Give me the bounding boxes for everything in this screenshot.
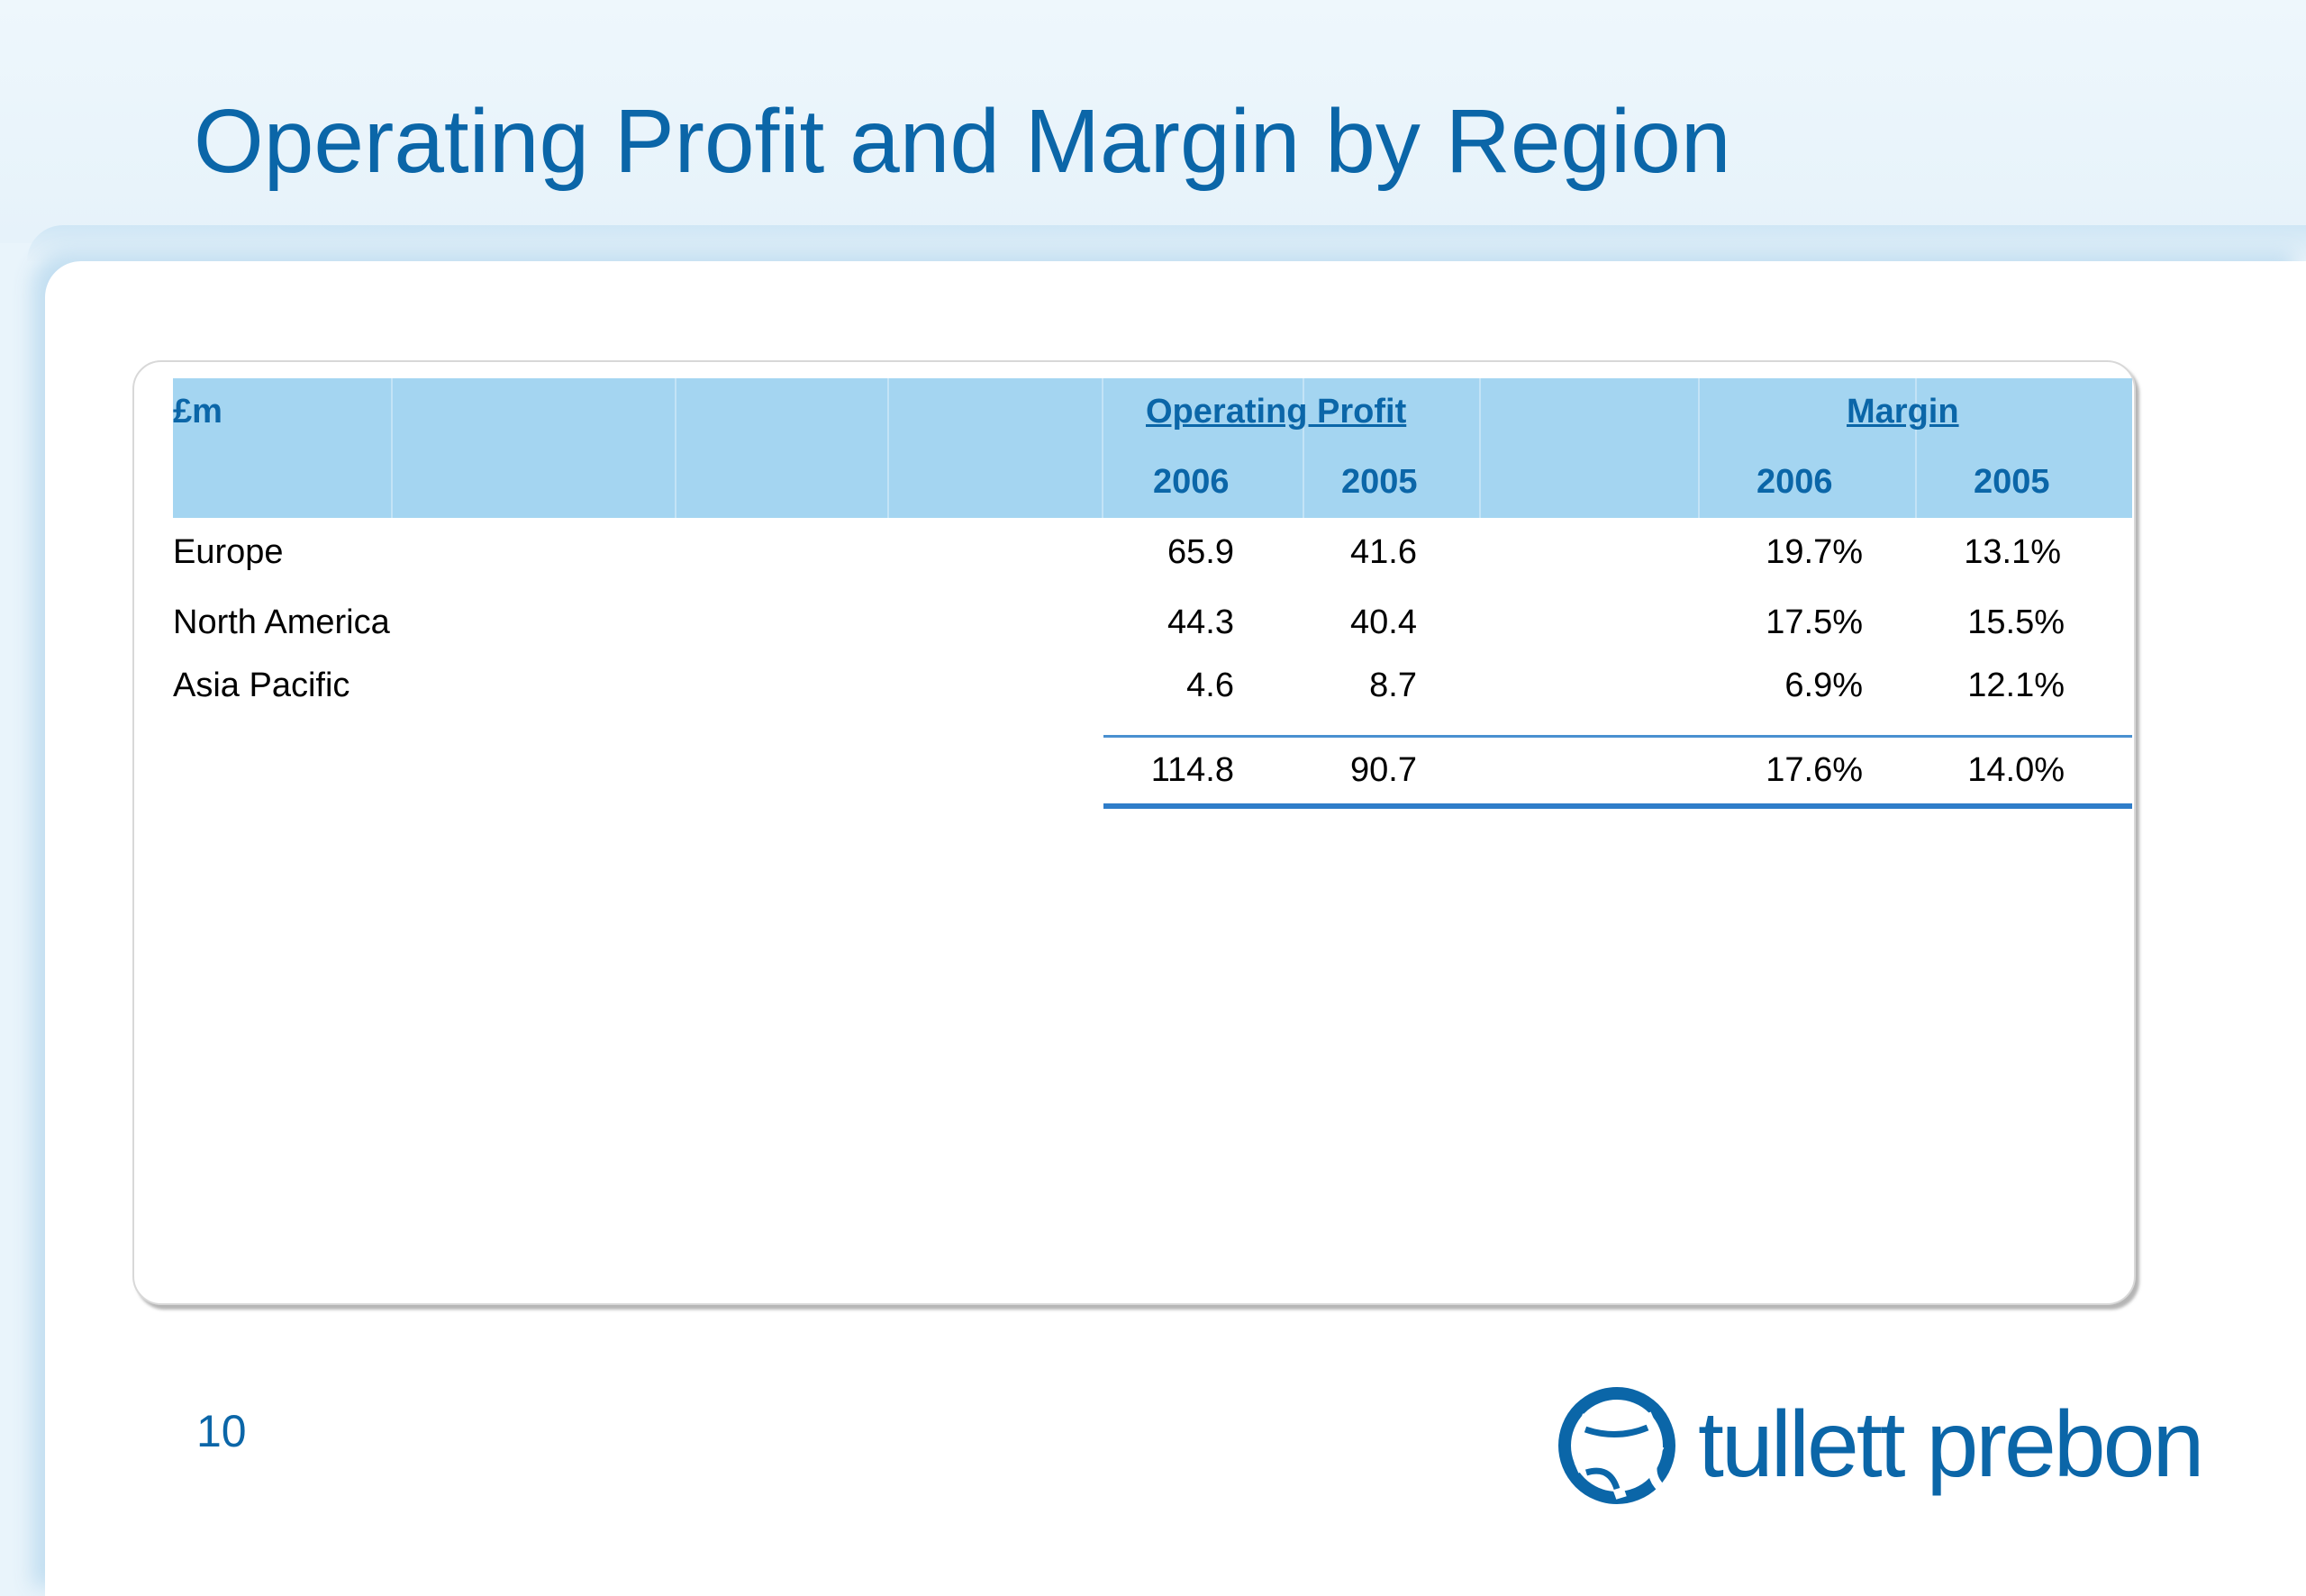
column-divider xyxy=(1915,378,1917,518)
margin-2005-cell: 15.5% xyxy=(1967,603,2065,641)
op-2005-cell: 41.6 xyxy=(1350,533,1417,571)
op-2005-cell: 40.4 xyxy=(1350,603,1417,641)
slide-header-edge xyxy=(27,225,2306,261)
group-header-margin: Margin xyxy=(1847,393,1959,431)
margin-2005-cell: 12.1% xyxy=(1967,667,2065,704)
column-divider xyxy=(1102,378,1103,518)
unit-label: £m xyxy=(173,393,222,431)
year-header-op-2006: 2006 xyxy=(1153,463,1230,501)
page-number: 10 xyxy=(196,1406,247,1456)
swirl-logo-icon xyxy=(1558,1387,1675,1504)
column-divider xyxy=(1698,378,1700,518)
logo-wordmark: tullett prebon xyxy=(1698,1392,2204,1497)
slide-title: Operating Profit and Margin by Region xyxy=(194,91,1731,192)
op-2006-cell: 65.9 xyxy=(1167,533,1234,571)
margin-2006-cell: 17.5% xyxy=(1766,603,1863,641)
column-divider xyxy=(675,378,676,518)
table-header-band xyxy=(173,378,2132,518)
margin-2006-cell: 6.9% xyxy=(1784,667,1863,704)
company-logo: tullett prebon xyxy=(1554,1383,2204,1509)
column-divider xyxy=(1479,378,1481,518)
margin-2005-total: 14.0% xyxy=(1967,751,2065,789)
slide-header-band xyxy=(0,0,2306,243)
column-divider xyxy=(391,378,393,518)
op-2006-cell: 4.6 xyxy=(1186,667,1234,704)
op-2006-total: 114.8 xyxy=(1150,751,1234,789)
margin-2005-cell: 13.1% xyxy=(1964,533,2061,571)
margin-2006-cell: 19.7% xyxy=(1766,533,1863,571)
total-rule-bottom xyxy=(1103,803,2132,809)
op-2005-cell: 8.7 xyxy=(1369,667,1417,704)
column-divider xyxy=(887,378,889,518)
year-header-margin-2005: 2005 xyxy=(1974,463,2050,501)
group-header-operating-profit: Operating Profit xyxy=(1146,393,1407,431)
op-2006-cell: 44.3 xyxy=(1167,603,1234,641)
column-divider xyxy=(1303,378,1304,518)
region-label: North America xyxy=(173,603,390,641)
region-label: Europe xyxy=(173,533,284,571)
total-rule-top xyxy=(1103,735,2132,738)
op-2005-total: 90.7 xyxy=(1350,751,1417,789)
region-label: Asia Pacific xyxy=(173,667,350,704)
margin-2006-total: 17.6% xyxy=(1766,751,1863,789)
year-header-op-2005: 2005 xyxy=(1341,463,1418,501)
year-header-margin-2006: 2006 xyxy=(1757,463,1833,501)
